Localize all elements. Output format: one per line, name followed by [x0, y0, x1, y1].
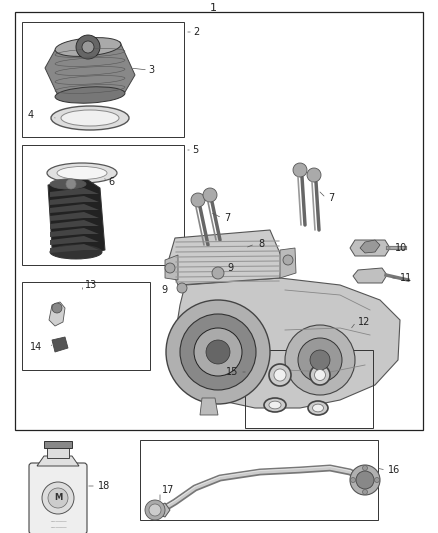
Polygon shape — [280, 248, 296, 278]
Polygon shape — [50, 228, 99, 237]
Text: 9: 9 — [227, 263, 233, 273]
Bar — [245, 350, 373, 428]
Polygon shape — [50, 212, 99, 221]
Polygon shape — [176, 278, 400, 408]
Circle shape — [76, 35, 100, 59]
Circle shape — [165, 263, 175, 273]
Text: 6: 6 — [108, 177, 114, 187]
Polygon shape — [353, 268, 387, 283]
Text: 17: 17 — [162, 485, 174, 495]
Text: 12: 12 — [358, 317, 371, 327]
Ellipse shape — [269, 401, 281, 409]
Circle shape — [66, 179, 76, 189]
Polygon shape — [360, 240, 380, 253]
FancyBboxPatch shape — [29, 463, 87, 533]
Circle shape — [307, 168, 321, 182]
Text: 11: 11 — [400, 273, 412, 283]
Circle shape — [203, 188, 217, 202]
Text: ______: ______ — [50, 516, 66, 521]
Polygon shape — [165, 255, 178, 280]
Polygon shape — [50, 196, 99, 205]
Circle shape — [310, 350, 330, 370]
Circle shape — [356, 471, 374, 489]
Text: 7: 7 — [224, 213, 230, 223]
Bar — [47, 446, 69, 458]
Polygon shape — [50, 188, 99, 197]
Text: 18: 18 — [98, 481, 110, 491]
Ellipse shape — [47, 163, 117, 183]
Circle shape — [149, 504, 161, 516]
Circle shape — [285, 325, 355, 395]
Circle shape — [283, 255, 293, 265]
Circle shape — [52, 303, 62, 313]
Circle shape — [180, 314, 256, 390]
Bar — [44, 441, 72, 448]
Bar — [140, 440, 378, 520]
Circle shape — [363, 465, 367, 471]
Bar — [22, 22, 184, 137]
Ellipse shape — [312, 404, 324, 412]
Text: 8: 8 — [258, 239, 264, 249]
Polygon shape — [45, 42, 135, 100]
Circle shape — [293, 163, 307, 177]
Ellipse shape — [269, 364, 291, 386]
Text: 2: 2 — [193, 27, 199, 37]
Ellipse shape — [314, 369, 325, 381]
Ellipse shape — [308, 401, 328, 415]
Ellipse shape — [50, 179, 86, 189]
Circle shape — [48, 488, 68, 508]
Text: ______: ______ — [50, 523, 66, 529]
Polygon shape — [49, 302, 65, 326]
Circle shape — [145, 500, 165, 520]
Ellipse shape — [274, 369, 286, 381]
Polygon shape — [52, 337, 68, 352]
Polygon shape — [155, 503, 170, 517]
Polygon shape — [37, 456, 79, 466]
Text: 5: 5 — [192, 145, 198, 155]
Ellipse shape — [51, 106, 129, 130]
Text: M: M — [54, 494, 62, 503]
Text: 3: 3 — [148, 65, 154, 75]
Ellipse shape — [55, 87, 125, 103]
Polygon shape — [50, 236, 99, 245]
Circle shape — [212, 267, 224, 279]
Polygon shape — [350, 240, 390, 256]
Polygon shape — [168, 230, 282, 285]
Circle shape — [194, 328, 242, 376]
Text: 16: 16 — [388, 465, 400, 475]
Text: 13: 13 — [85, 280, 97, 290]
Bar — [22, 145, 184, 265]
Ellipse shape — [50, 245, 102, 259]
Circle shape — [350, 478, 356, 482]
Text: 1: 1 — [209, 3, 216, 13]
Text: 7: 7 — [328, 193, 334, 203]
Ellipse shape — [61, 110, 119, 126]
Bar — [15, 12, 423, 430]
Ellipse shape — [57, 166, 107, 180]
Polygon shape — [50, 244, 99, 253]
Circle shape — [42, 482, 74, 514]
Circle shape — [350, 465, 380, 495]
Text: 9: 9 — [162, 285, 168, 295]
Circle shape — [298, 338, 342, 382]
Circle shape — [191, 193, 205, 207]
Circle shape — [82, 41, 94, 53]
Ellipse shape — [310, 365, 330, 385]
Text: 15: 15 — [226, 367, 238, 377]
Polygon shape — [50, 204, 99, 213]
Circle shape — [363, 489, 367, 495]
Ellipse shape — [264, 398, 286, 412]
Ellipse shape — [55, 38, 121, 56]
Circle shape — [166, 300, 270, 404]
Polygon shape — [50, 220, 99, 229]
Circle shape — [374, 478, 379, 482]
Text: 4: 4 — [28, 110, 34, 120]
Text: 14: 14 — [30, 342, 42, 352]
Polygon shape — [200, 398, 218, 415]
Circle shape — [177, 283, 187, 293]
Bar — [22, 282, 150, 370]
Text: 10: 10 — [395, 243, 407, 253]
Circle shape — [206, 340, 230, 364]
Polygon shape — [48, 178, 105, 258]
